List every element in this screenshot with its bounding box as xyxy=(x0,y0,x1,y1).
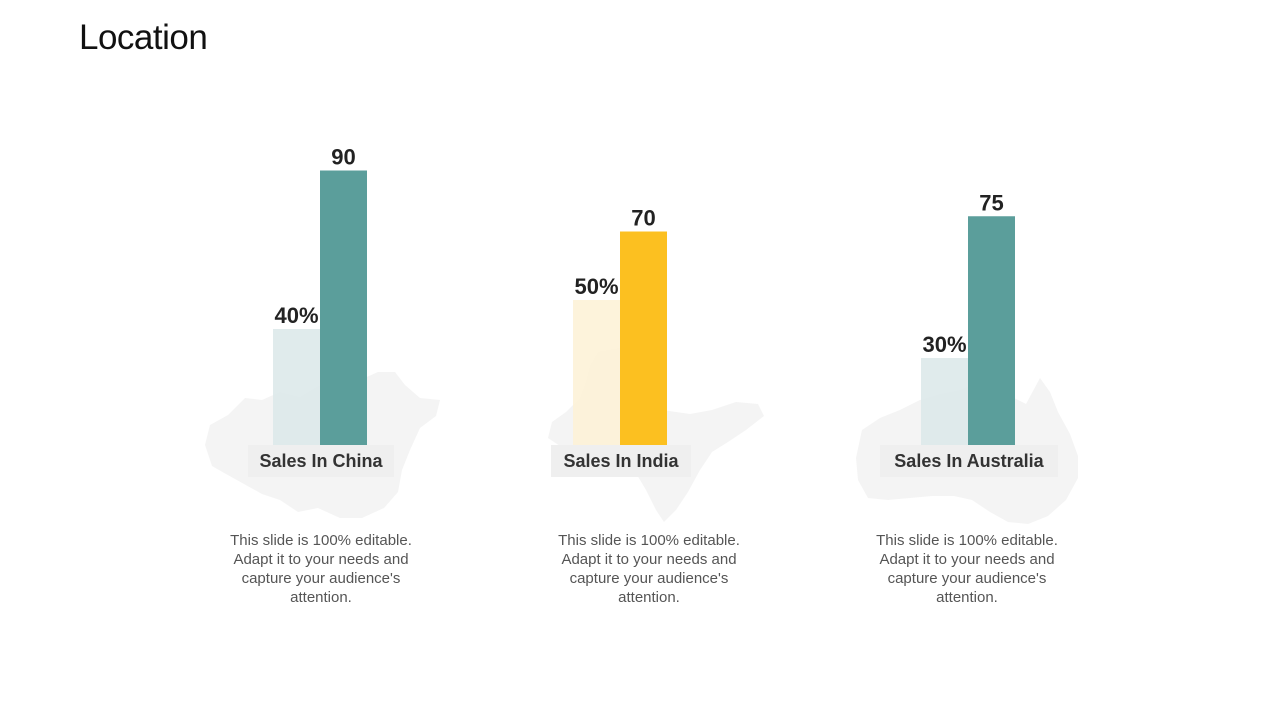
sales-in-india-value-label: 70 xyxy=(631,206,655,231)
sales-in-india-percent-bar xyxy=(573,300,620,445)
page-title: Location xyxy=(79,18,208,57)
sales-in-india-category-label: Sales In India xyxy=(563,451,679,471)
sales-in-china-description: This slide is 100% editable. Adapt it to… xyxy=(230,532,412,606)
sales-in-china-percent-bar xyxy=(273,329,320,445)
bars-layer xyxy=(273,170,1015,445)
sales-in-india-value-bar xyxy=(620,231,667,445)
sales-in-india-percent-label: 50% xyxy=(574,274,618,299)
sales-in-china-value-label: 90 xyxy=(331,145,355,170)
sales-in-india-description: This slide is 100% editable. Adapt it to… xyxy=(558,532,740,606)
labels-layer: 40% 90 Sales In China 50% 70 Sales In India 30… xyxy=(248,145,1058,477)
sales-in-india-category-box xyxy=(551,445,691,477)
sales-in-australia-description: This slide is 100% editable. Adapt it to… xyxy=(876,532,1058,606)
sales-in-china-value-bar xyxy=(320,170,367,445)
sales-in-china-category-label: Sales In China xyxy=(259,451,383,471)
sales-in-china-category-box xyxy=(248,445,394,477)
sales-in-china-percent-label: 40% xyxy=(274,303,318,328)
sales-in-australia-percent-bar xyxy=(921,358,968,445)
sales-in-australia-category-label: Sales In Australia xyxy=(894,451,1044,471)
sales-in-australia-value-label: 75 xyxy=(979,190,1003,215)
sales-in-australia-category-box xyxy=(880,445,1058,477)
sales-in-australia-value-bar xyxy=(968,216,1015,445)
sales-in-australia-percent-label: 30% xyxy=(922,332,966,357)
